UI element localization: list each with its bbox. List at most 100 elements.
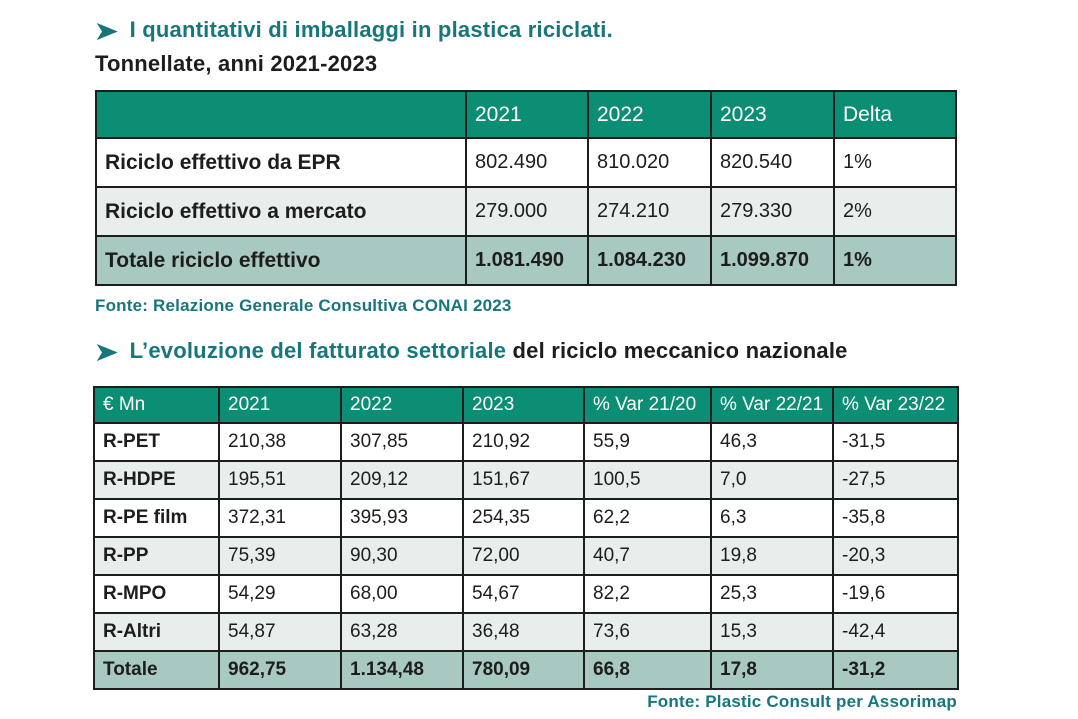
table-cell: -20,3	[832, 536, 959, 576]
table-cell: 36,48	[462, 612, 585, 652]
table-row: R-PET 210,38 307,85 210,92 55,9 46,3 -31,5	[93, 422, 959, 462]
column-header: % Var 21/20	[583, 386, 712, 424]
table-cell: 210,38	[218, 422, 342, 462]
table-cell: 63,28	[340, 612, 464, 652]
row-label: R-Altri	[93, 612, 220, 652]
table-cell: 802.490	[465, 137, 589, 188]
arrow-icon: ➤	[93, 337, 120, 368]
table-cell: 54,29	[218, 574, 342, 614]
table-cell: 151,67	[462, 460, 585, 500]
table-cell: 1.084.230	[587, 235, 712, 286]
row-label: R-PE film	[93, 498, 220, 538]
table-cell: -19,6	[832, 574, 959, 614]
table-cell: -27,5	[832, 460, 959, 500]
table-cell: 66,8	[583, 650, 712, 690]
column-header: Delta	[833, 90, 957, 139]
section-2-title: L’evoluzione del fatturato settoriale de…	[130, 338, 848, 364]
column-header	[95, 90, 467, 139]
column-header: % Var 23/22	[832, 386, 959, 424]
row-label: Riciclo effettivo a mercato	[95, 186, 467, 237]
table-cell: 279.000	[465, 186, 589, 237]
table-row: R-MPO 54,29 68,00 54,67 82,2 25,3 -19,6	[93, 574, 959, 614]
column-header: € Mn	[93, 386, 220, 424]
table-cell: 54,87	[218, 612, 342, 652]
table-cell: 6,3	[710, 498, 834, 538]
table-cell: 395,93	[340, 498, 464, 538]
table-cell: 1.099.870	[710, 235, 835, 286]
table-cell: 254,35	[462, 498, 585, 538]
column-header: % Var 22/21	[710, 386, 834, 424]
table-row: Totale riciclo effettivo 1.081.490 1.084.2…	[95, 235, 957, 286]
table-cell: -35,8	[832, 498, 959, 538]
row-label: Totale	[93, 650, 220, 690]
table-cell: 68,00	[340, 574, 464, 614]
table-cell: 73,6	[583, 612, 712, 652]
table-cell: 962,75	[218, 650, 342, 690]
row-label: Totale riciclo effettivo	[95, 235, 467, 286]
table-row: Riciclo effettivo da EPR 802.490 810.020 82…	[95, 137, 957, 188]
table-cell: 1.134,48	[340, 650, 464, 690]
table-cell: 72,00	[462, 536, 585, 576]
table-cell: 100,5	[583, 460, 712, 500]
row-label: R-HDPE	[93, 460, 220, 500]
recycled-quantities-table: 2021 2022 2023 Delta Riciclo effettivo da E…	[95, 90, 957, 286]
section-2-title-teal: L’evoluzione del fatturato settoriale	[129, 338, 507, 363]
table-cell: 372,31	[218, 498, 342, 538]
section-1-header: ➤ I quantitativi di imballaggi in plasti…	[93, 16, 613, 47]
table-row: R-PE film 372,31 395,93 254,35 62,2 6,3 -35,8	[93, 498, 959, 538]
table-cell: 55,9	[583, 422, 712, 462]
sector-revenue-table: € Mn 2021 2022 2023% Var 21/20% Var 22/21% …	[93, 386, 959, 690]
table-row: Totale 962,75 1.134,48 780,09 66,8 17,8 -31,2	[93, 650, 959, 690]
table-cell: 15,3	[710, 612, 834, 652]
table-cell: 7,0	[710, 460, 834, 500]
row-label: R-PP	[93, 536, 220, 576]
row-label: R-PET	[93, 422, 220, 462]
column-header: 2021	[465, 90, 589, 139]
table-cell: 2%	[833, 186, 957, 237]
section-2-title-black: del riciclo meccanico nazionale	[506, 338, 848, 363]
table-cell: 75,39	[218, 536, 342, 576]
section-1-subtitle: Tonnellate, anni 2021-2023	[95, 51, 378, 76]
arrow-icon: ➤	[93, 16, 120, 47]
table-cell: 25,3	[710, 574, 834, 614]
column-header: 2023	[710, 90, 835, 139]
table-cell: 62,2	[583, 498, 712, 538]
table-row: R-HDPE 195,51 209,12 151,67 100,5 7,0 -27,5	[93, 460, 959, 500]
table-header-row: 2021 2022 2023 Delta	[95, 90, 957, 139]
table-cell: 1%	[833, 137, 957, 188]
table-cell: 279.330	[710, 186, 835, 237]
table-cell: -42,4	[832, 612, 959, 652]
row-label: Riciclo effettivo da EPR	[95, 137, 467, 188]
column-header: 2022	[587, 90, 712, 139]
table-row: R-PP 75,39 90,30 72,00 40,7 19,8 -20,3	[93, 536, 959, 576]
table-cell: 1%	[833, 235, 957, 286]
table-cell: 40,7	[583, 536, 712, 576]
table-header-row: € Mn 2021 2022 2023% Var 21/20% Var 22/21% …	[93, 386, 959, 424]
section-1-title: I quantitativi di imballaggi in plastica…	[129, 17, 613, 42]
table-cell: 19,8	[710, 536, 834, 576]
table-cell: 307,85	[340, 422, 464, 462]
table-cell: 1.081.490	[465, 235, 589, 286]
table-row: R-Altri 54,87 63,28 36,48 73,6 15,3 -42,4	[93, 612, 959, 652]
section-2-header: ➤ L’evoluzione del fatturato settoriale …	[93, 337, 848, 368]
table-cell: 820.540	[710, 137, 835, 188]
table-cell: 209,12	[340, 460, 464, 500]
column-header: 2023	[462, 386, 585, 424]
table-cell: 210,92	[462, 422, 585, 462]
table-row: Riciclo effettivo a mercato 279.000 274.21…	[95, 186, 957, 237]
table-cell: 195,51	[218, 460, 342, 500]
column-header: 2021	[218, 386, 342, 424]
table-cell: -31,5	[832, 422, 959, 462]
table-cell: 54,67	[462, 574, 585, 614]
row-label: R-MPO	[93, 574, 220, 614]
column-header: 2022	[340, 386, 464, 424]
table-cell: 810.020	[587, 137, 712, 188]
table-cell: 90,30	[340, 536, 464, 576]
source-note-assorimap: Fonte: Plastic Consult per Assorimap	[647, 692, 957, 711]
table-cell: 17,8	[710, 650, 834, 690]
source-note-conai: Fonte: Relazione Generale Consultiva CON…	[95, 296, 512, 315]
table-cell: 274.210	[587, 186, 712, 237]
table-cell: 46,3	[710, 422, 834, 462]
table-cell: -31,2	[832, 650, 959, 690]
table-cell: 780,09	[462, 650, 585, 690]
